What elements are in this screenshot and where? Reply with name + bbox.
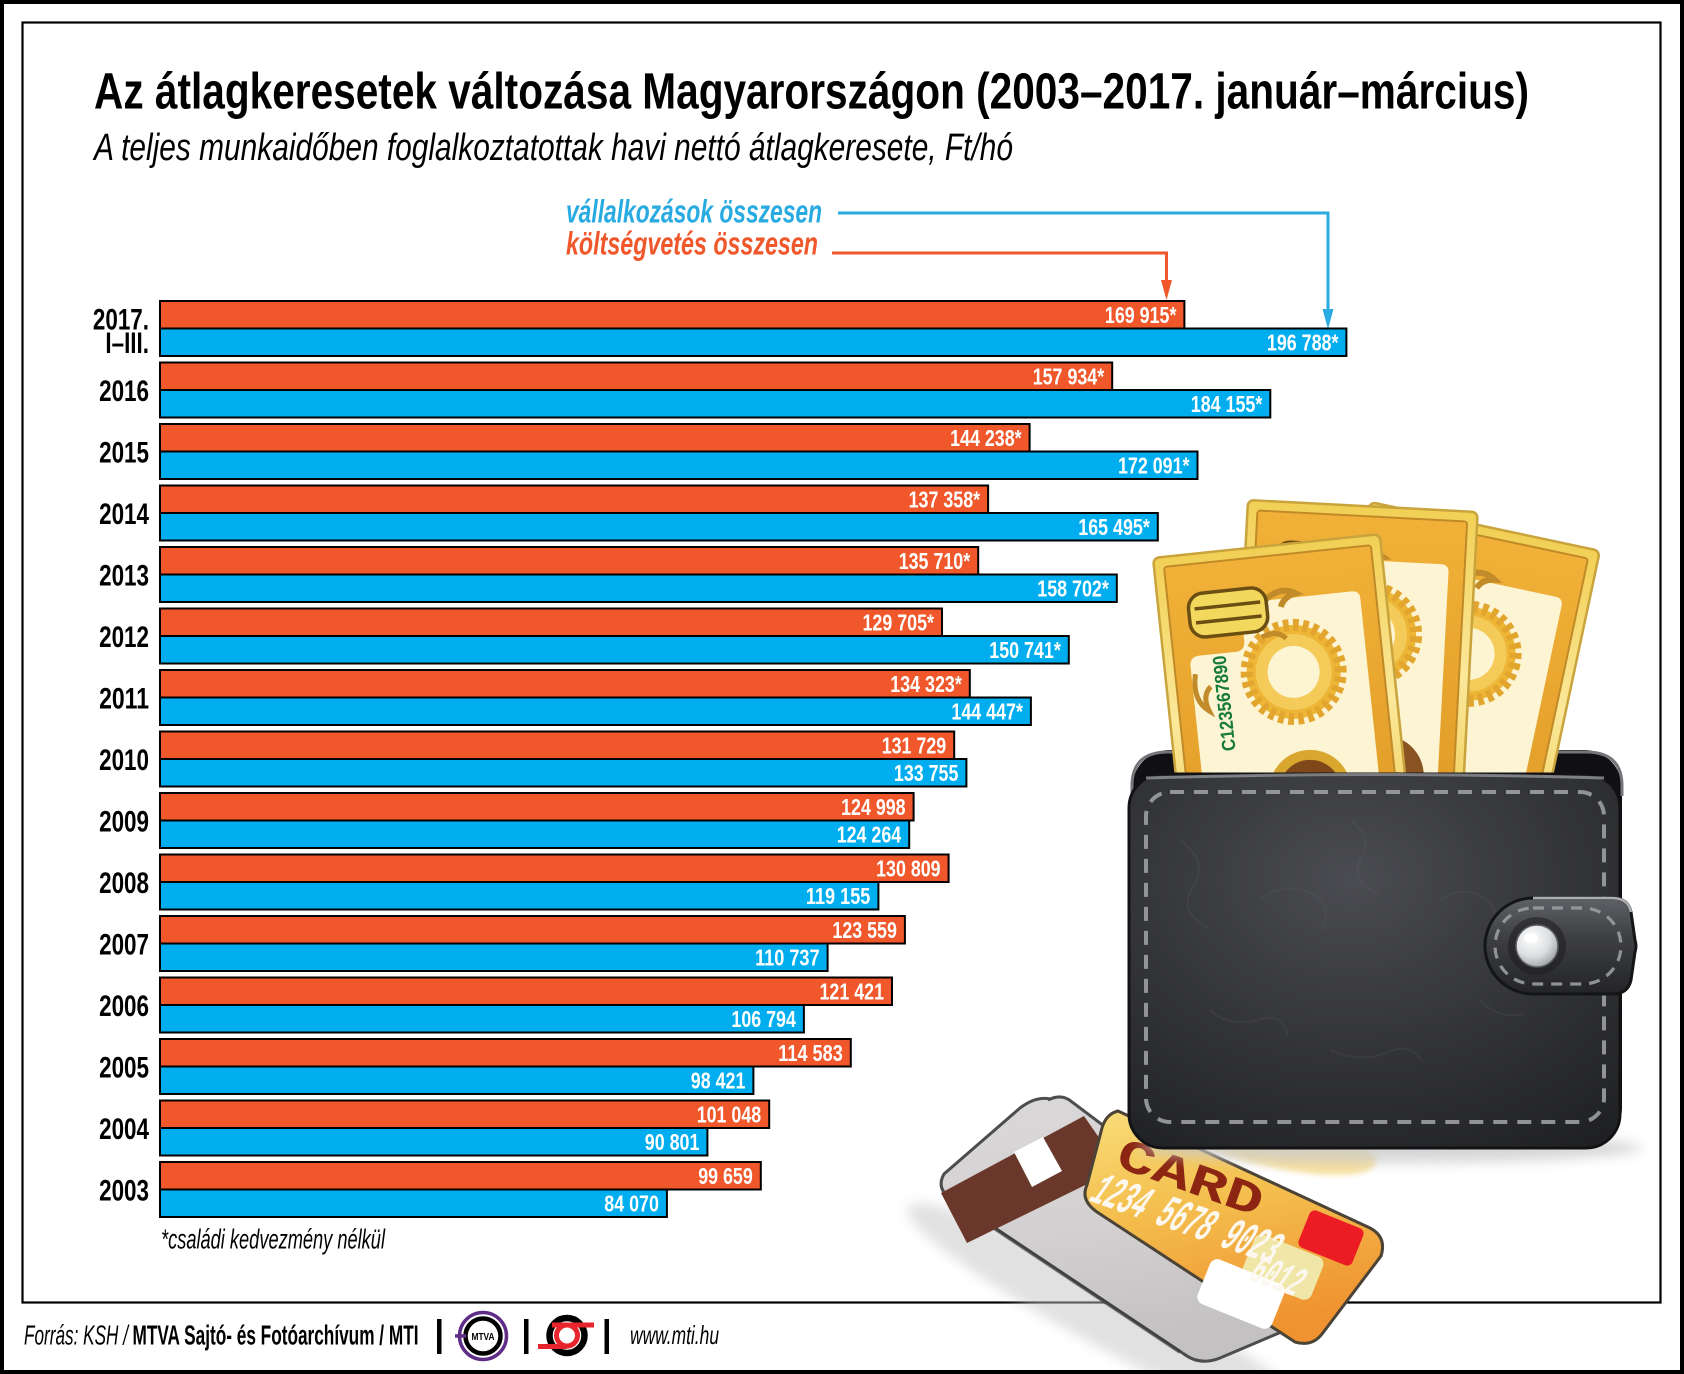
svg-text:*családi kedvezmény nélkül: *családi kedvezmény nélkül	[161, 1224, 385, 1255]
svg-text:119 155: 119 155	[806, 883, 871, 909]
svg-text:169 915*: 169 915*	[1105, 302, 1177, 328]
svg-text:144 238*: 144 238*	[950, 425, 1022, 451]
svg-text:2017.: 2017.	[93, 304, 149, 337]
svg-text:121 421: 121 421	[820, 979, 885, 1005]
svg-text:90 801: 90 801	[645, 1129, 700, 1155]
svg-text:www.mti.hu: www.mti.hu	[630, 1320, 719, 1350]
svg-text:158 702*: 158 702*	[1037, 576, 1109, 602]
svg-text:106 794: 106 794	[731, 1006, 796, 1032]
svg-text:165 495*: 165 495*	[1078, 514, 1150, 540]
svg-text:I–III.: I–III.	[105, 327, 149, 360]
svg-text:124 998: 124 998	[841, 794, 906, 820]
svg-text:2014: 2014	[99, 498, 149, 531]
svg-text:Az átlagkeresetek változása Ma: Az átlagkeresetek változása Magyarország…	[94, 63, 1529, 120]
svg-text:MTVA: MTVA	[472, 1332, 495, 1343]
svg-text:2010: 2010	[99, 744, 149, 777]
svg-text:2016: 2016	[99, 375, 149, 408]
svg-text:2005: 2005	[99, 1052, 149, 1085]
svg-text:99 659: 99 659	[698, 1163, 753, 1189]
svg-text:130 809: 130 809	[876, 856, 941, 882]
svg-text:A teljes munkaidőben foglalkoz: A teljes munkaidőben foglalkoztatottak h…	[92, 127, 1013, 169]
svg-text:2003: 2003	[99, 1175, 149, 1208]
svg-text:172 091*: 172 091*	[1118, 453, 1190, 479]
svg-text:2011: 2011	[99, 683, 149, 716]
svg-text:2008: 2008	[99, 867, 149, 900]
svg-text:Forrás: KSH /: Forrás: KSH /	[24, 1320, 130, 1351]
svg-text:84 070: 84 070	[604, 1191, 659, 1217]
svg-text:133 755: 133 755	[894, 760, 959, 786]
svg-text:2012: 2012	[99, 621, 149, 654]
svg-text:124 264: 124 264	[837, 822, 902, 848]
svg-text:2006: 2006	[99, 990, 149, 1023]
svg-text:137 358*: 137 358*	[909, 487, 981, 513]
svg-text:123 559: 123 559	[832, 917, 897, 943]
svg-text:157 934*: 157 934*	[1033, 364, 1105, 390]
svg-text:költségvetés összesen: költségvetés összesen	[566, 225, 818, 261]
svg-text:2007: 2007	[99, 929, 149, 962]
svg-text:110 737: 110 737	[755, 945, 820, 971]
svg-text:135 710*: 135 710*	[899, 548, 971, 574]
svg-text:2004: 2004	[99, 1113, 149, 1146]
svg-text:2015: 2015	[99, 437, 149, 470]
svg-text:196 788*: 196 788*	[1267, 330, 1339, 356]
svg-text:184 155*: 184 155*	[1191, 391, 1263, 417]
svg-text:MTVA Sajtó- és Fotóarchívum /: MTVA Sajtó- és Fotóarchívum / MTI	[133, 1320, 419, 1351]
svg-text:129 705*: 129 705*	[863, 610, 935, 636]
svg-text:98 421: 98 421	[691, 1068, 746, 1094]
svg-text:2009: 2009	[99, 806, 149, 839]
svg-text:2013: 2013	[99, 560, 149, 593]
svg-text:134 323*: 134 323*	[890, 671, 962, 697]
svg-text:150 741*: 150 741*	[989, 637, 1061, 663]
svg-text:114 583: 114 583	[778, 1040, 843, 1066]
svg-text:131 729: 131 729	[882, 733, 947, 759]
svg-text:144 447*: 144 447*	[951, 699, 1023, 725]
svg-text:vállalkozások összesen: vállalkozások összesen	[566, 194, 822, 230]
svg-text:101 048: 101 048	[697, 1102, 762, 1128]
